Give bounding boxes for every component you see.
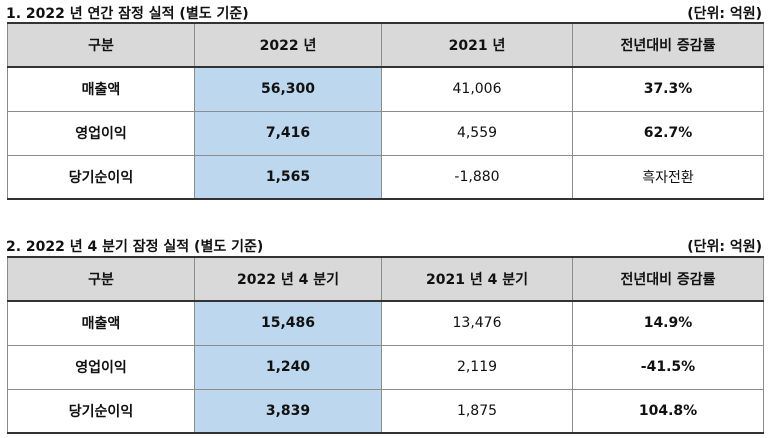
table-row: 영업이익 1,240 2,119 -41.5% [7, 344, 764, 390]
table-header-row: 구분 2022 년 2021 년 전년대비 증감률 [7, 22, 764, 68]
value-2022: 56,300 [194, 66, 382, 112]
header-yoy-change: 전년대비 증감률 [572, 256, 764, 302]
value-2021: 1,875 [381, 388, 573, 434]
annual-unit-label: (단위: 억원) [687, 6, 762, 22]
table-row: 매출액 56,300 41,006 37.3% [7, 66, 764, 112]
value-2022: 15,486 [194, 300, 382, 346]
table-row: 당기순이익 3,839 1,875 104.8% [7, 388, 764, 434]
row-label: 매출액 [7, 300, 195, 346]
value-2021: 4,559 [381, 110, 573, 156]
value-2021: 41,006 [381, 66, 573, 112]
value-change: 37.3% [572, 66, 764, 112]
table-row: 매출액 15,486 13,476 14.9% [7, 300, 764, 346]
annual-results-table: 구분 2022 년 2021 년 전년대비 증감률 매출액 56,300 41,… [7, 22, 764, 200]
header-category: 구분 [7, 22, 195, 68]
q4-results-table: 구분 2022 년 4 분기 2021 년 4 분기 전년대비 증감률 매출액 … [7, 256, 764, 434]
q4-section-title: 2. 2022 년 4 분기 잠정 실적 (별도 기준) [6, 239, 264, 255]
value-2021: 13,476 [381, 300, 573, 346]
header-2022-q4: 2022 년 4 분기 [194, 256, 382, 302]
header-2021-q4: 2021 년 4 분기 [381, 256, 573, 302]
value-2022: 1,565 [194, 154, 382, 200]
row-label: 당기순이익 [7, 388, 195, 434]
q4-unit-label: (단위: 억원) [687, 239, 762, 255]
value-2022: 1,240 [194, 344, 382, 390]
header-2021: 2021 년 [381, 22, 573, 68]
value-change: -41.5% [572, 344, 764, 390]
value-change: 흑자전환 [572, 154, 764, 200]
value-change: 14.9% [572, 300, 764, 346]
row-label: 영업이익 [7, 110, 195, 156]
value-change: 104.8% [572, 388, 764, 434]
annual-section-title: 1. 2022 년 연간 잠정 실적 (별도 기준) [6, 6, 249, 22]
table-header-row: 구분 2022 년 4 분기 2021 년 4 분기 전년대비 증감률 [7, 256, 764, 302]
value-2021: -1,880 [381, 154, 573, 200]
row-label: 영업이익 [7, 344, 195, 390]
table-row: 영업이익 7,416 4,559 62.7% [7, 110, 764, 156]
row-label: 당기순이익 [7, 154, 195, 200]
row-label: 매출액 [7, 66, 195, 112]
value-change: 62.7% [572, 110, 764, 156]
header-2022: 2022 년 [194, 22, 382, 68]
value-2022: 3,839 [194, 388, 382, 434]
header-category: 구분 [7, 256, 195, 302]
table-row: 당기순이익 1,565 -1,880 흑자전환 [7, 154, 764, 200]
header-yoy-change: 전년대비 증감률 [572, 22, 764, 68]
value-2021: 2,119 [381, 344, 573, 390]
value-2022: 7,416 [194, 110, 382, 156]
